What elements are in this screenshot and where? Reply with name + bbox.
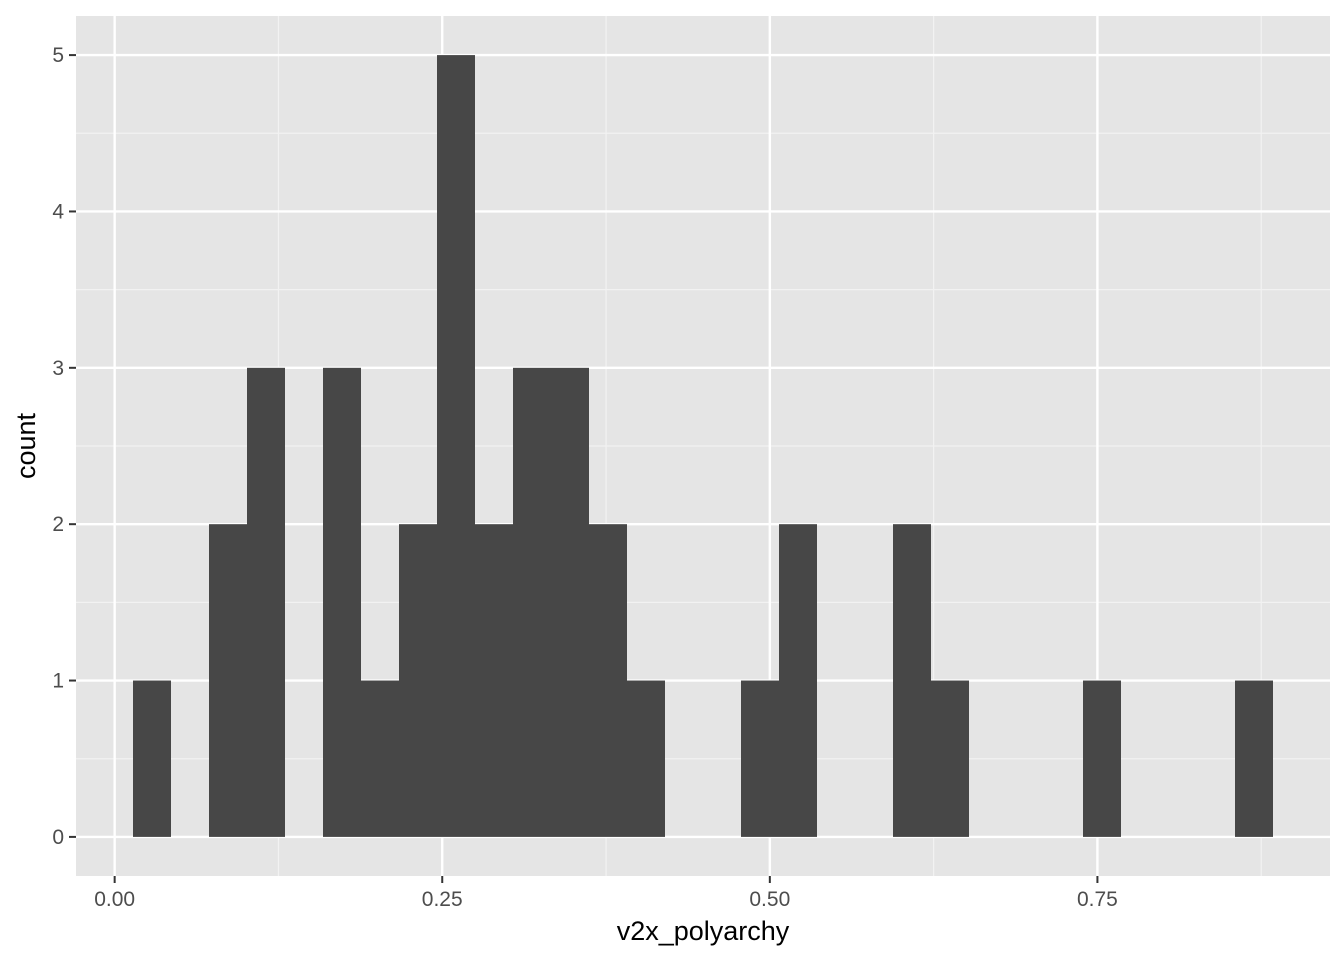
x-tick-label: 0.25 xyxy=(422,888,463,911)
x-axis: 0.00 0.25 0.50 0.75 xyxy=(94,876,1118,911)
histogram-bar xyxy=(399,524,437,837)
y-axis-title: count xyxy=(11,412,41,479)
histogram-bar xyxy=(513,367,551,837)
y-axis: 0 1 2 3 4 5 xyxy=(52,44,76,849)
histogram-bar xyxy=(893,524,931,837)
histogram-bar xyxy=(779,524,817,837)
histogram-bar xyxy=(1083,680,1121,837)
y-tick-label: 1 xyxy=(52,670,64,693)
histogram-bar xyxy=(209,524,247,837)
x-axis-title: v2x_polyarchy xyxy=(617,916,790,946)
y-tick-label: 3 xyxy=(52,357,64,380)
histogram-bar xyxy=(1235,680,1273,837)
histogram-bar xyxy=(247,367,285,837)
x-tick-label: 0.50 xyxy=(749,888,790,911)
histogram-bar xyxy=(931,680,969,837)
histogram-bar xyxy=(133,680,171,837)
histogram-bar xyxy=(589,524,627,837)
histogram-bar xyxy=(741,680,779,837)
x-tick-label: 0.00 xyxy=(94,888,135,911)
histogram-bars xyxy=(133,55,1273,837)
histogram-bar xyxy=(437,55,475,837)
histogram-bar xyxy=(361,680,399,837)
histogram-bar xyxy=(323,367,361,837)
x-tick-label: 0.75 xyxy=(1077,888,1118,911)
y-tick-label: 2 xyxy=(52,513,64,536)
minor-gridlines xyxy=(76,16,1330,876)
histogram-bar xyxy=(627,680,665,837)
y-tick-label: 0 xyxy=(52,826,64,849)
y-tick-label: 4 xyxy=(52,200,64,223)
y-tick-label: 5 xyxy=(52,44,64,67)
histogram-bar xyxy=(551,367,589,837)
histogram-bar xyxy=(475,524,513,837)
